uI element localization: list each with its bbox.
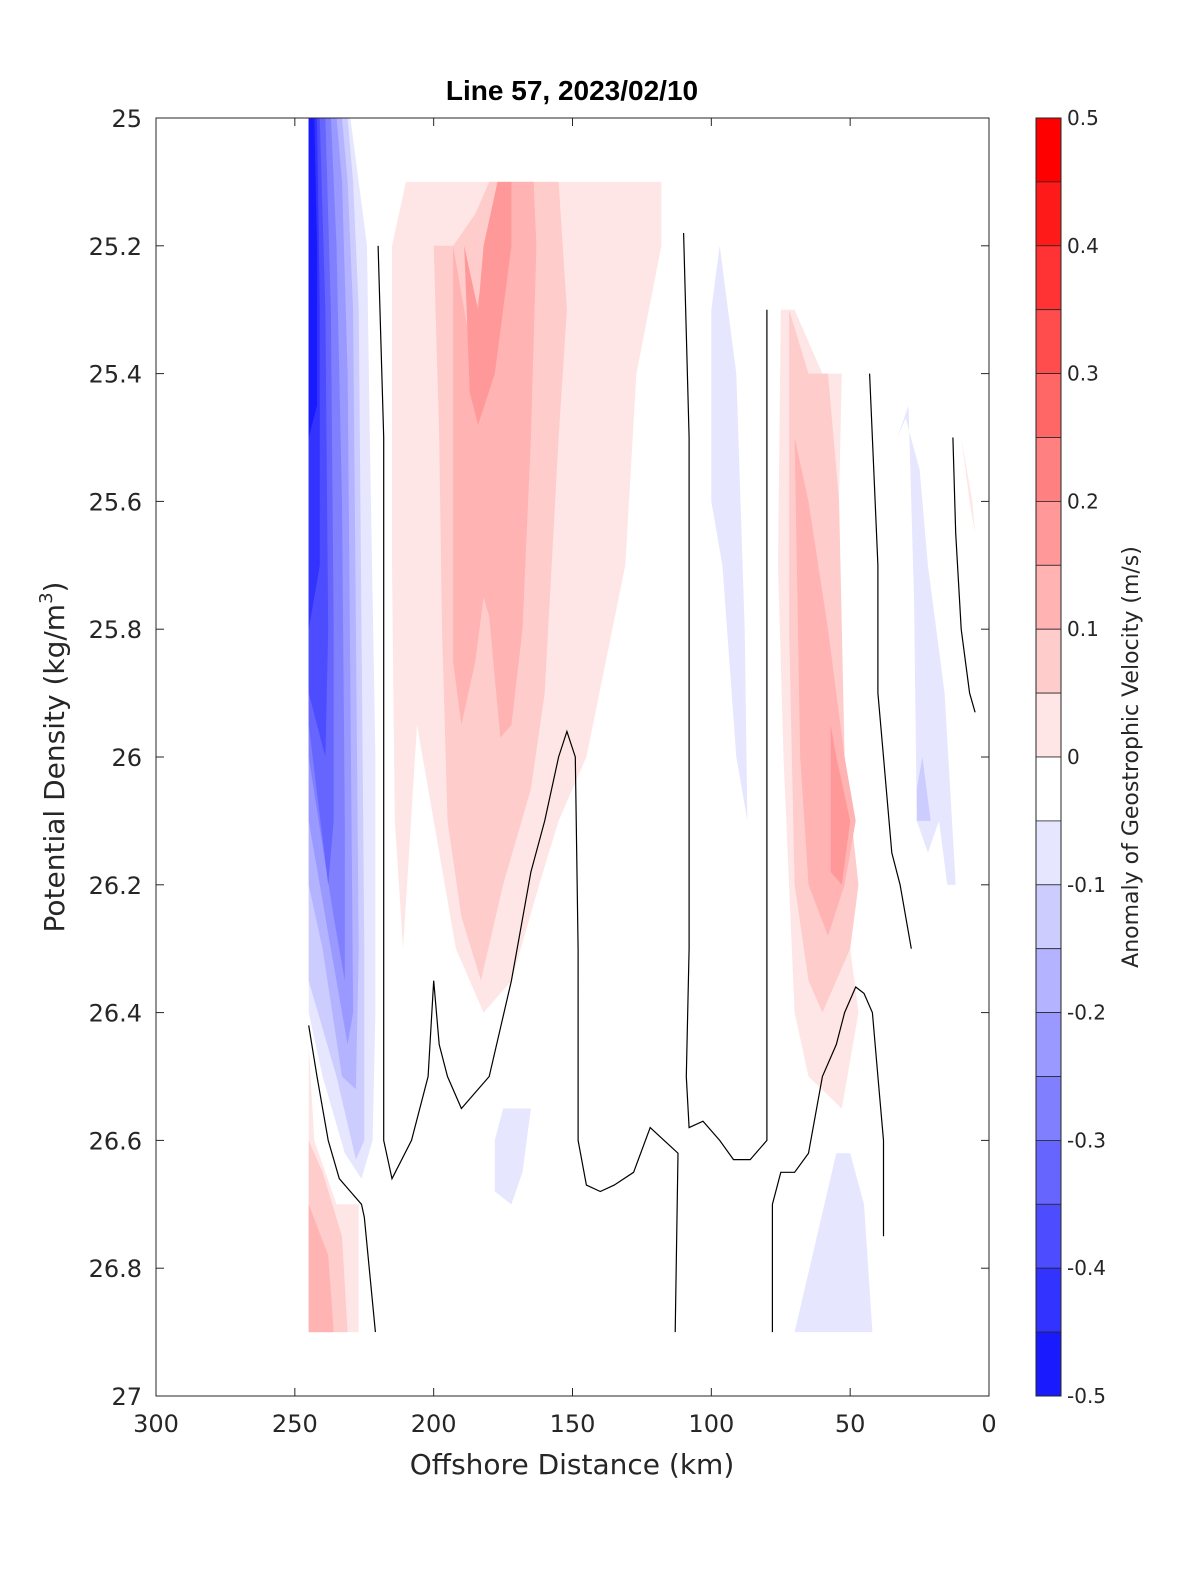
- colorbar-label: Anomaly of Geostrophic Velocity (m/s): [1119, 546, 1144, 968]
- region-coastal-red-core-4: [830, 725, 851, 885]
- colorbar-tick-label: 0.4: [1067, 234, 1099, 258]
- colorbar-tick-label: 0.2: [1067, 489, 1099, 513]
- zero-contour-coastal-deep: [771, 986, 885, 1333]
- colorbar-level: [1035, 309, 1062, 375]
- colorbar-level: [1035, 500, 1062, 566]
- colorbar-level: [1035, 1331, 1062, 1397]
- y-tick-label: 25.2: [89, 233, 142, 261]
- y-tick-label: 26: [111, 744, 142, 772]
- colorbar: [1035, 117, 1062, 1397]
- y-axis-ticks: 25 25.2 25.4 25.6 25.8 26 26.2 26.4 26.6 26.8 27: [89, 105, 989, 1411]
- x-axis-label: Offshore Distance (km): [410, 1448, 735, 1481]
- colorbar-tick-label: -0.3: [1067, 1128, 1106, 1152]
- colorbar-level: [1035, 628, 1062, 694]
- x-tick-label: 200: [411, 1410, 457, 1438]
- colorbar-level: [1035, 564, 1062, 630]
- x-tick-label: 150: [550, 1410, 596, 1438]
- colorbar-ticks: 0.5 0.4 0.3 0.2 0.1 0 -0.1 -0.2 -0.3 -0.4 -0.5: [1067, 106, 1106, 1408]
- colorbar-level: [1035, 1076, 1062, 1141]
- colorbar-level: [1035, 884, 1062, 950]
- y-tick-label: 25.8: [89, 616, 142, 644]
- colorbar-tick-label: 0: [1067, 745, 1080, 769]
- region-blue-finger-shelf: [897, 405, 956, 885]
- x-tick-label: 300: [133, 1410, 179, 1438]
- colorbar-tick-label: -0.4: [1067, 1256, 1106, 1280]
- colorbar-level: [1035, 692, 1062, 758]
- y-axis-label-close: ): [38, 582, 71, 593]
- colorbar-level: [1035, 245, 1062, 311]
- colorbar-tick-label: 0.1: [1067, 617, 1099, 641]
- region-blue-finger-shelf-core: [916, 757, 931, 821]
- y-tick-label: 25.6: [89, 488, 142, 516]
- colorbar-tick-label: -0.5: [1067, 1384, 1106, 1408]
- region-blue-blob-deep-coastal: [794, 1153, 873, 1333]
- colorbar-level: [1035, 181, 1062, 247]
- colorbar-frame: [1035, 117, 1062, 1397]
- zero-contour-offshore-deep: [308, 1025, 376, 1333]
- region-blue-blob-deep-mid: [494, 1108, 531, 1205]
- y-axis-label-superscript: 3: [36, 592, 57, 603]
- colorbar-level: [1035, 1267, 1062, 1333]
- colorbar-level: [1035, 948, 1062, 1014]
- zero-contour-shelf: [952, 437, 976, 713]
- y-axis-label-main: Potential Density (kg/m: [38, 604, 71, 933]
- x-axis-ticks: 300 250 200 150 100 50 0: [133, 118, 997, 1438]
- y-tick-label: 25.4: [89, 361, 142, 389]
- y-tick-label: 27: [111, 1383, 142, 1411]
- x-tick-label: 100: [688, 1410, 734, 1438]
- colorbar-tick-label: 0.5: [1067, 106, 1099, 130]
- colorbar-level: [1035, 1140, 1062, 1205]
- colorbar-level: [1035, 820, 1062, 886]
- colorbar-level: [1035, 373, 1062, 438]
- zero-contour-coastal-upper: [869, 373, 912, 949]
- region-offshore-red-plume-3: [453, 181, 537, 738]
- zero-contour-layer: [308, 232, 976, 1333]
- y-tick-label: 26.8: [89, 1255, 142, 1283]
- colorbar-tick-label: 0.3: [1067, 362, 1099, 386]
- zero-contour-central: [683, 232, 768, 1161]
- y-tick-label: 26.6: [89, 1127, 142, 1155]
- x-tick-label: 50: [835, 1410, 866, 1438]
- colorbar-level: [1035, 1012, 1062, 1077]
- x-tick-label: 0: [981, 1410, 996, 1438]
- y-axis-label: Potential Density (kg/m3): [36, 582, 71, 933]
- region-deep-red-core-3: [308, 1204, 334, 1333]
- y-tick-label: 26.2: [89, 872, 142, 900]
- zero-contour-jet-edge: [377, 245, 679, 1333]
- colorbar-tick-label: -0.1: [1067, 873, 1106, 897]
- colorbar-tick-label: -0.2: [1067, 1001, 1106, 1025]
- colorbar-level: [1035, 437, 1062, 502]
- chart-title: Line 57, 2023/02/10: [446, 75, 698, 106]
- filled-contour-layer: [308, 118, 976, 1333]
- y-tick-label: 26.4: [89, 1000, 142, 1028]
- colorbar-level: [1035, 1203, 1062, 1269]
- region-nearshore-blue-jet-8: [308, 118, 317, 438]
- region-blue-finger-mid: [711, 245, 748, 821]
- region-red-sliver-coast: [961, 437, 976, 534]
- x-tick-label: 250: [272, 1410, 318, 1438]
- y-tick-label: 25: [111, 105, 142, 133]
- colorbar-level: [1035, 756, 1062, 822]
- region-offshore-red-plume-4: [464, 181, 512, 425]
- colorbar-level: [1035, 117, 1062, 183]
